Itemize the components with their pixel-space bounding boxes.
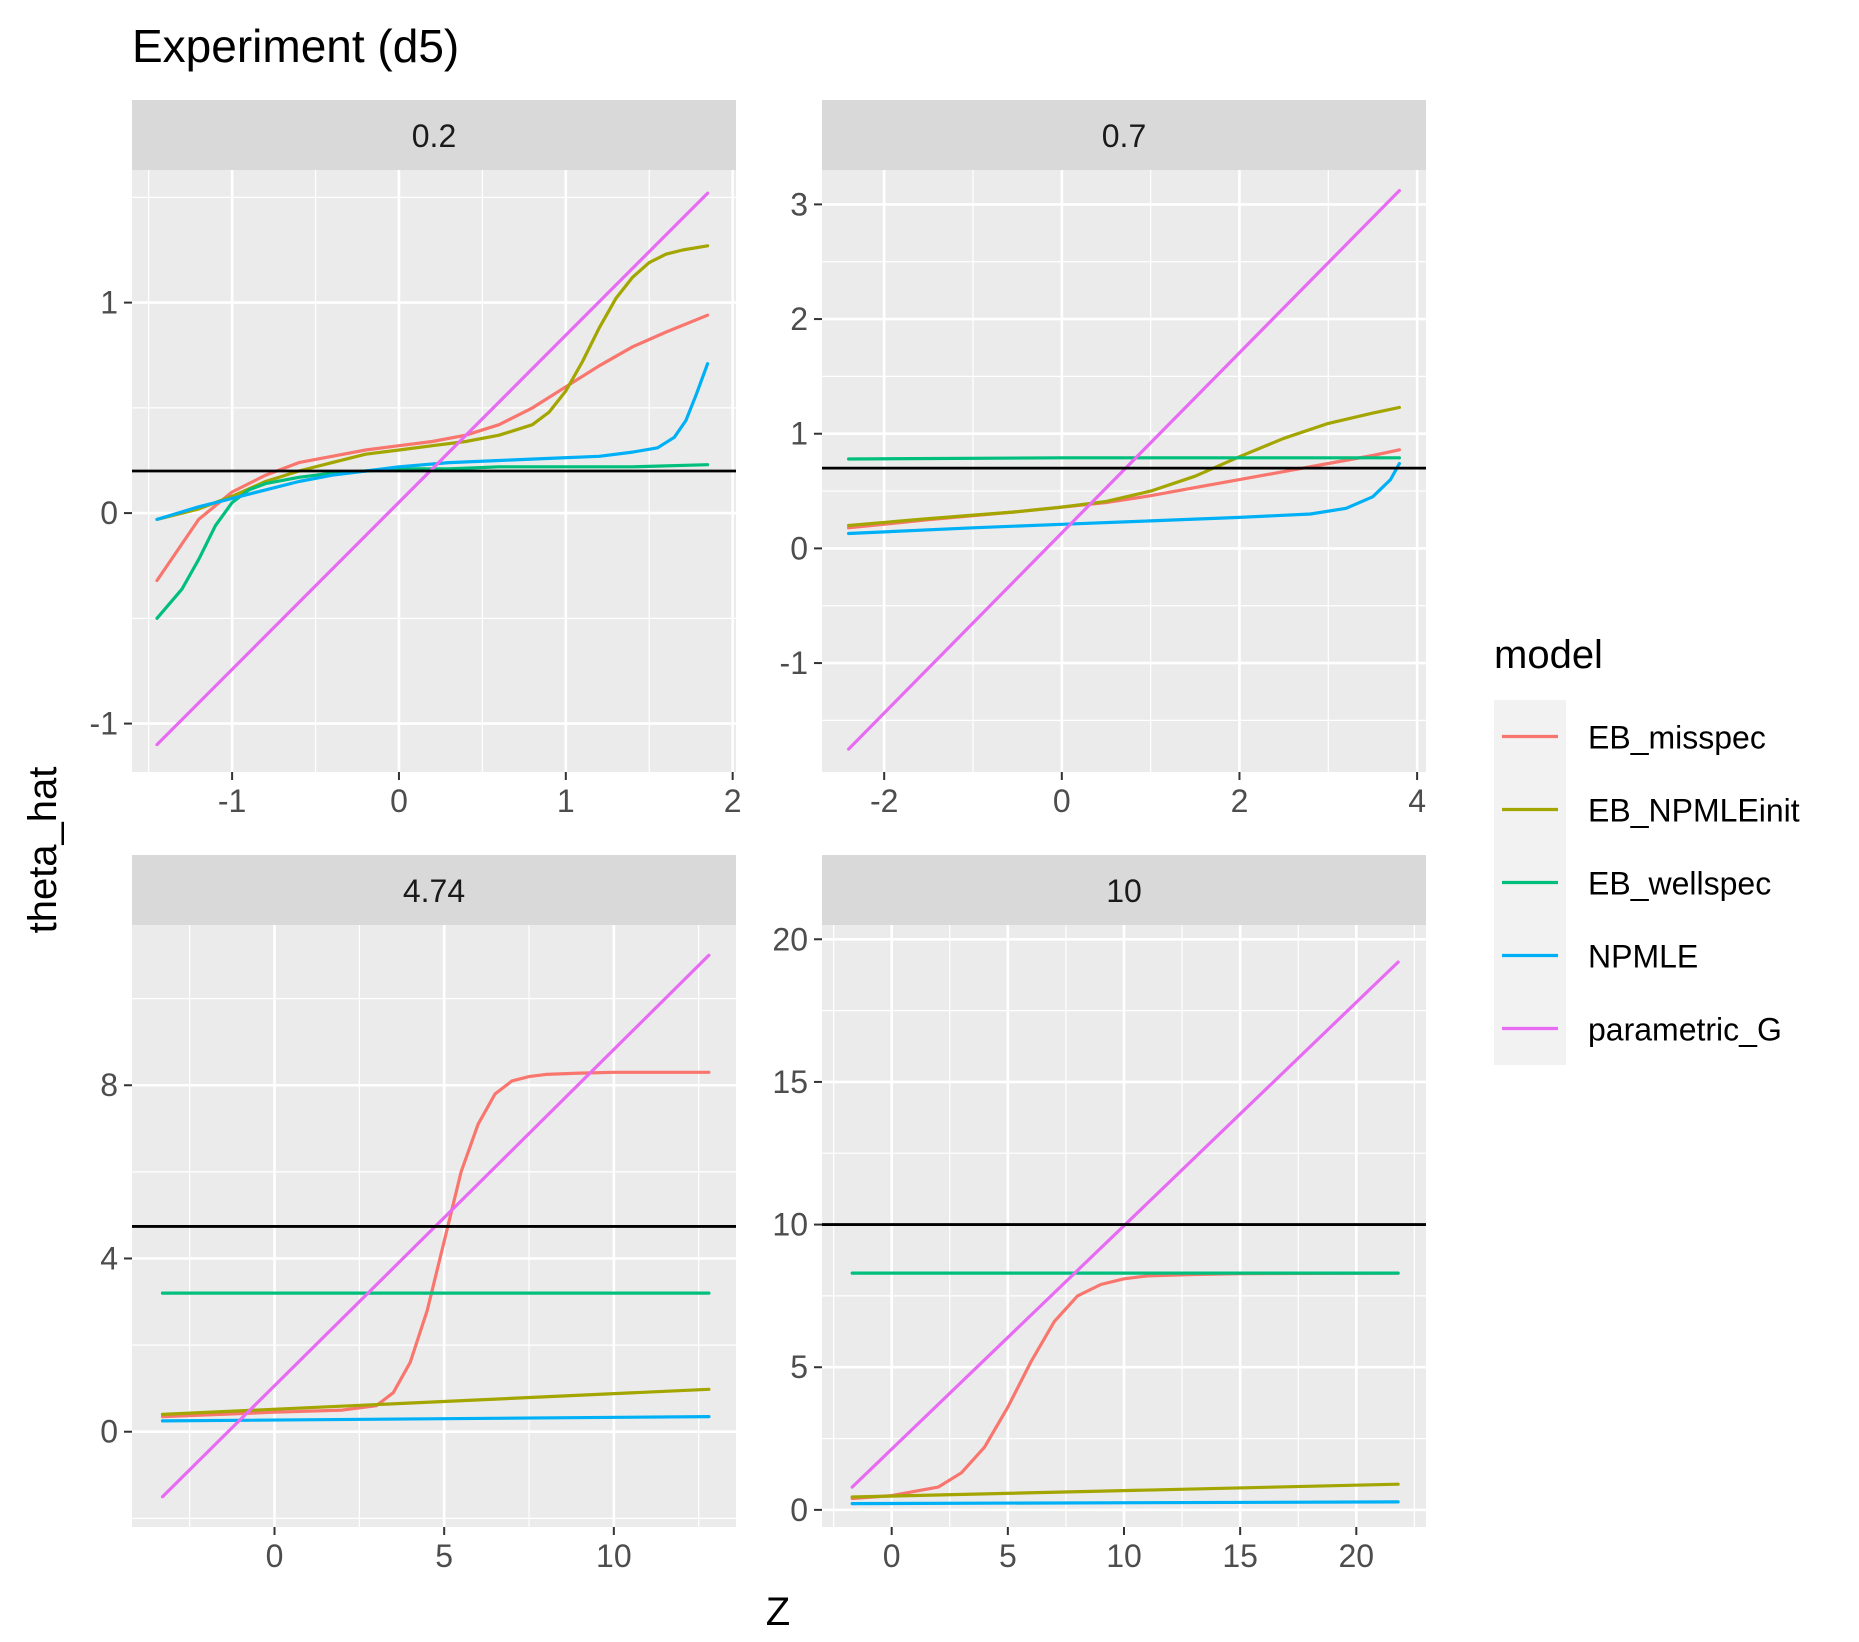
y-tick-label: 10 — [772, 1207, 808, 1243]
series-line-npmle — [846, 461, 1402, 536]
chart-title: Experiment (d5) — [132, 20, 459, 72]
x-tick-label: 10 — [596, 1538, 632, 1574]
facet-panel-2: 0.7 -2 0 2 4 -1 0 1 2 3 — [780, 100, 1426, 819]
y-axis-label: theta_hat — [21, 767, 65, 934]
x-tick-label: 2 — [1231, 783, 1249, 819]
y-tick-label: 0 — [100, 1414, 118, 1450]
series-line-npmle — [850, 1500, 1400, 1506]
legend-label-eb-wellspec: EB_wellspec — [1588, 866, 1771, 902]
y-tick-label: -1 — [780, 645, 808, 681]
facet-strip-label: 10 — [1106, 873, 1142, 909]
facet-panel-4: 10 0 5 10 15 20 0 5 10 15 20 — [772, 855, 1426, 1574]
facet-strip-label: 4.74 — [403, 873, 465, 909]
x-tick-label: 0 — [390, 783, 408, 819]
y-tick-label: 2 — [790, 301, 808, 337]
series-lines — [846, 189, 1402, 751]
legend: model EB_misspec EB_NPMLEinit EB_wellspec N… — [1494, 633, 1800, 1065]
y-tick-label: 5 — [790, 1349, 808, 1385]
series-line-npmle — [160, 1414, 711, 1423]
x-tick-label: 15 — [1222, 1538, 1258, 1574]
y-tick-label: 0 — [100, 495, 118, 531]
legend-label-parametric-g: parametric_G — [1588, 1012, 1782, 1048]
facet-strip-label: 0.2 — [412, 118, 456, 154]
y-tick-label: -1 — [90, 706, 118, 742]
facet-strip — [132, 100, 736, 170]
y-tick-label: 0 — [790, 1492, 808, 1528]
y-tick-label: 1 — [100, 285, 118, 321]
facet-panel-1: 0.2 -1 0 1 2 -1 0 1 — [90, 100, 742, 819]
y-tick-label: 4 — [100, 1240, 118, 1276]
series-line-parametric-g — [846, 189, 1402, 751]
series-line-npmle — [155, 362, 710, 522]
y-tick-label: 8 — [100, 1067, 118, 1103]
y-tick-label: 3 — [790, 186, 808, 222]
facet-strip — [822, 100, 1426, 170]
series-line-eb-misspec — [155, 313, 710, 583]
series-line-eb-npmleinit — [846, 405, 1402, 528]
legend-label-npmle: NPMLE — [1588, 939, 1698, 975]
x-tick-label: 5 — [435, 1538, 453, 1574]
legend-title: model — [1494, 633, 1603, 677]
x-tick-label: -1 — [218, 783, 246, 819]
series-line-parametric-g — [155, 191, 710, 747]
x-tick-label: 10 — [1106, 1538, 1142, 1574]
x-tick-label: 5 — [999, 1538, 1017, 1574]
series-line-eb-misspec — [160, 1070, 711, 1419]
series-line-eb-npmleinit — [155, 244, 710, 522]
x-axis-label: Z — [766, 1590, 790, 1634]
series-line-eb-wellspec — [846, 456, 1402, 461]
x-tick-label: 1 — [557, 783, 575, 819]
x-tick-label: 20 — [1339, 1538, 1375, 1574]
y-tick-label: 1 — [790, 416, 808, 452]
series-line-eb-npmleinit — [160, 1387, 711, 1417]
x-tick-label: 4 — [1408, 783, 1426, 819]
y-tick-label: 15 — [772, 1064, 808, 1100]
legend-label-eb-npmleinit: EB_NPMLEinit — [1588, 793, 1800, 829]
x-tick-label: 2 — [724, 783, 742, 819]
series-lines — [155, 191, 710, 747]
facet-strip-label: 0.7 — [1102, 118, 1146, 154]
facet-strip — [822, 855, 1426, 925]
y-tick-label: 20 — [772, 921, 808, 957]
y-tick-label: 0 — [790, 530, 808, 566]
series-line-eb-npmleinit — [850, 1482, 1400, 1499]
legend-label-eb-misspec: EB_misspec — [1588, 720, 1766, 756]
series-line-eb-misspec — [850, 1271, 1400, 1501]
x-tick-label: 0 — [266, 1538, 284, 1574]
facet-strip — [132, 855, 736, 925]
facet-panel-3: 4.74 0 5 10 0 4 8 — [100, 855, 736, 1574]
grid-lines — [822, 170, 1426, 772]
series-lines — [850, 960, 1400, 1506]
x-tick-label: 0 — [1053, 783, 1071, 819]
x-tick-label: 0 — [883, 1538, 901, 1574]
x-tick-label: -2 — [870, 783, 898, 819]
facet-panels: 0.2 -1 0 1 2 -1 0 1 0.7 -2 0 2 4 -1 0 1 2 3 4.74 0 5 10 0 4 8 10 0… — [90, 100, 1426, 1574]
series-line-eb-wellspec — [155, 463, 710, 620]
